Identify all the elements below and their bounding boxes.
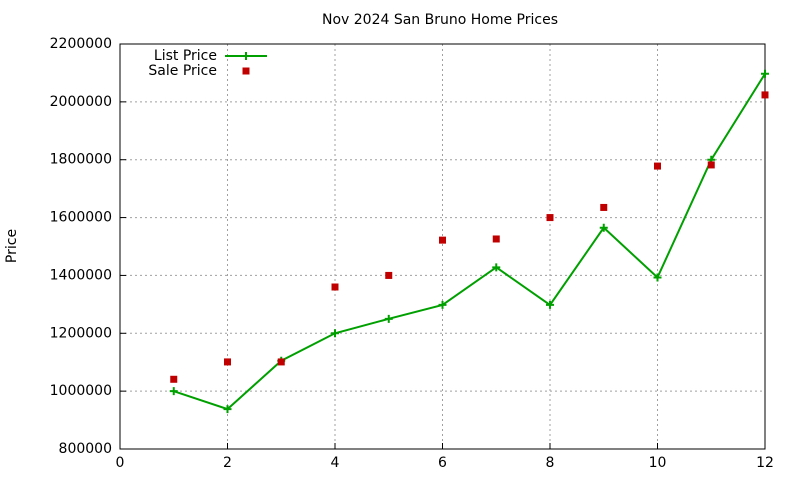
point-marker (384, 314, 393, 323)
legend-label: List Price (154, 48, 217, 64)
point-marker (761, 69, 769, 78)
legend-label: Sale Price (148, 63, 217, 79)
x-tick-label: 8 (546, 455, 555, 471)
plot-frame (119, 43, 766, 450)
y-tick-label: 800000 (59, 441, 112, 457)
point-marker (653, 273, 662, 282)
point-marker (492, 263, 501, 272)
point-marker (331, 283, 339, 291)
y-tick-label: 1200000 (50, 325, 112, 341)
y-tick-label: 1600000 (50, 210, 112, 226)
x-tick-label: 6 (438, 455, 447, 471)
x-tick-label: 4 (331, 455, 340, 471)
chart-title: Nov 2024 San Bruno Home Prices (322, 12, 558, 28)
point-marker (761, 91, 769, 99)
point-marker (242, 67, 250, 75)
point-marker (439, 236, 446, 244)
x-tick-label: 12 (756, 455, 774, 471)
point-marker (546, 214, 554, 222)
point-marker (385, 271, 393, 279)
point-marker (277, 358, 285, 366)
point-marker (224, 358, 231, 366)
x-tick-label: 2 (223, 455, 232, 471)
series-line (173, 73, 766, 411)
point-marker (707, 161, 715, 169)
y-tick-label: 1000000 (50, 383, 112, 399)
point-marker (600, 203, 608, 211)
point-marker (438, 300, 447, 309)
point-marker (599, 223, 608, 232)
point-marker (492, 235, 500, 243)
y-tick-label: 2000000 (50, 94, 112, 110)
point-marker (546, 300, 554, 309)
point-marker (169, 387, 178, 396)
point-marker (654, 162, 661, 170)
point-marker (170, 375, 178, 383)
point-marker (331, 329, 339, 338)
y-tick-label: 1400000 (50, 267, 112, 283)
point-marker (242, 52, 250, 60)
y-axis-label: Price (4, 229, 20, 263)
x-tick-label: 10 (649, 455, 667, 471)
y-tick-label: 1800000 (50, 152, 112, 168)
x-tick-label: 0 (116, 455, 125, 471)
y-tick-label: 2200000 (50, 36, 112, 52)
point-marker (223, 405, 232, 414)
